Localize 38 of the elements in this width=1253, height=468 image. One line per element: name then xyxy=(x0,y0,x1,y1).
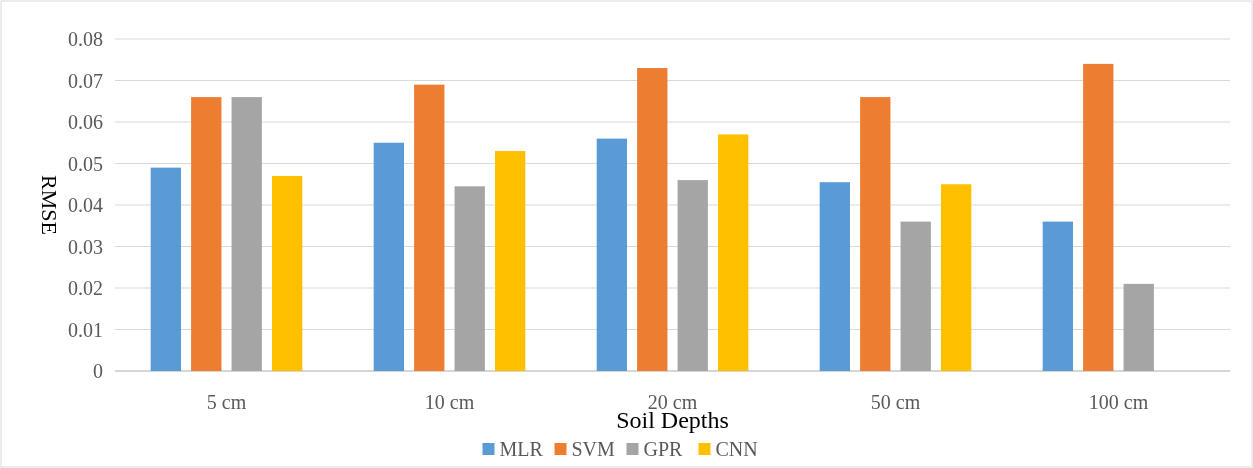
bar xyxy=(819,182,851,371)
bar xyxy=(271,175,303,371)
bar xyxy=(191,97,222,371)
bar xyxy=(373,142,405,371)
bar xyxy=(860,97,891,371)
bar xyxy=(454,186,485,371)
y-tick-label: 0.08 xyxy=(68,28,103,50)
y-tick-label: 0.07 xyxy=(68,69,103,92)
y-tick-label: 0.03 xyxy=(68,235,103,258)
x-tick-label: 100 cm xyxy=(1088,391,1149,413)
x-tick-label: 20 cm xyxy=(647,391,698,413)
x-tick-label: 5 cm xyxy=(206,391,247,413)
x-tick-label: 50 cm xyxy=(870,391,921,413)
legend-label: SVM xyxy=(571,438,616,460)
legend-label: MLR xyxy=(499,438,544,460)
bar xyxy=(150,167,182,371)
y-tick-label: 0.05 xyxy=(68,152,103,175)
legend-label: GPR xyxy=(643,438,684,460)
bar xyxy=(231,97,262,371)
bar xyxy=(1083,63,1114,371)
y-tick-label: 0.02 xyxy=(68,277,103,299)
bar xyxy=(1042,221,1074,371)
bar xyxy=(414,84,445,371)
y-axis-title: RMSE xyxy=(37,175,62,235)
y-tick-label: 0.06 xyxy=(68,111,103,133)
legend-label: CNN xyxy=(715,438,758,460)
bar xyxy=(677,180,708,371)
y-tick-label: 0.04 xyxy=(68,194,103,216)
bar xyxy=(494,151,526,371)
bar xyxy=(1123,283,1154,371)
bar xyxy=(717,134,749,371)
y-tick-label: 0.01 xyxy=(68,318,103,341)
bar xyxy=(637,68,668,371)
x-tick-label: 10 cm xyxy=(424,391,475,413)
bar xyxy=(596,138,628,371)
bar xyxy=(900,221,931,371)
bar xyxy=(940,184,972,371)
y-tick-label: 0 xyxy=(93,360,103,382)
